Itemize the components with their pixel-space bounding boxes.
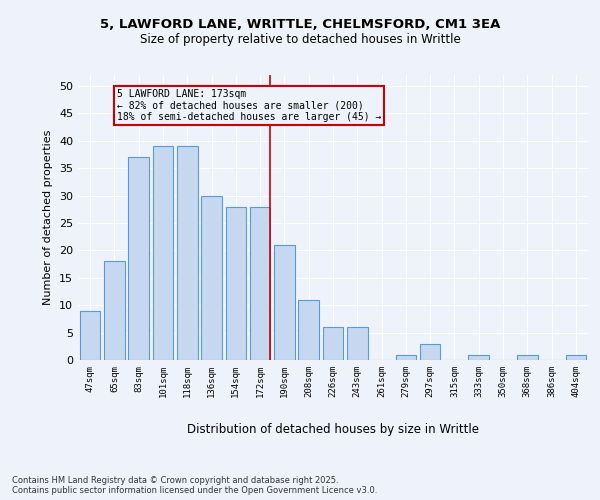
- Bar: [80, 310, 100, 360]
- Bar: [152, 146, 173, 360]
- Bar: [395, 354, 416, 360]
- Bar: [250, 206, 271, 360]
- Text: Distribution of detached houses by size in Writtle: Distribution of detached houses by size …: [187, 422, 479, 436]
- Bar: [566, 354, 586, 360]
- Bar: [128, 157, 149, 360]
- Bar: [274, 245, 295, 360]
- Bar: [177, 146, 197, 360]
- Text: 5, LAWFORD LANE, WRITTLE, CHELMSFORD, CM1 3EA: 5, LAWFORD LANE, WRITTLE, CHELMSFORD, CM…: [100, 18, 500, 30]
- Bar: [469, 354, 489, 360]
- Bar: [347, 327, 368, 360]
- Text: Size of property relative to detached houses in Writtle: Size of property relative to detached ho…: [140, 32, 460, 46]
- Text: 5 LAWFORD LANE: 173sqm
← 82% of detached houses are smaller (200)
18% of semi-de: 5 LAWFORD LANE: 173sqm ← 82% of detached…: [117, 88, 381, 122]
- Bar: [420, 344, 440, 360]
- Y-axis label: Number of detached properties: Number of detached properties: [43, 130, 53, 305]
- Bar: [298, 300, 319, 360]
- Bar: [104, 262, 125, 360]
- Bar: [201, 196, 222, 360]
- Bar: [517, 354, 538, 360]
- Text: Contains HM Land Registry data © Crown copyright and database right 2025.
Contai: Contains HM Land Registry data © Crown c…: [12, 476, 377, 495]
- Bar: [323, 327, 343, 360]
- Bar: [226, 206, 246, 360]
